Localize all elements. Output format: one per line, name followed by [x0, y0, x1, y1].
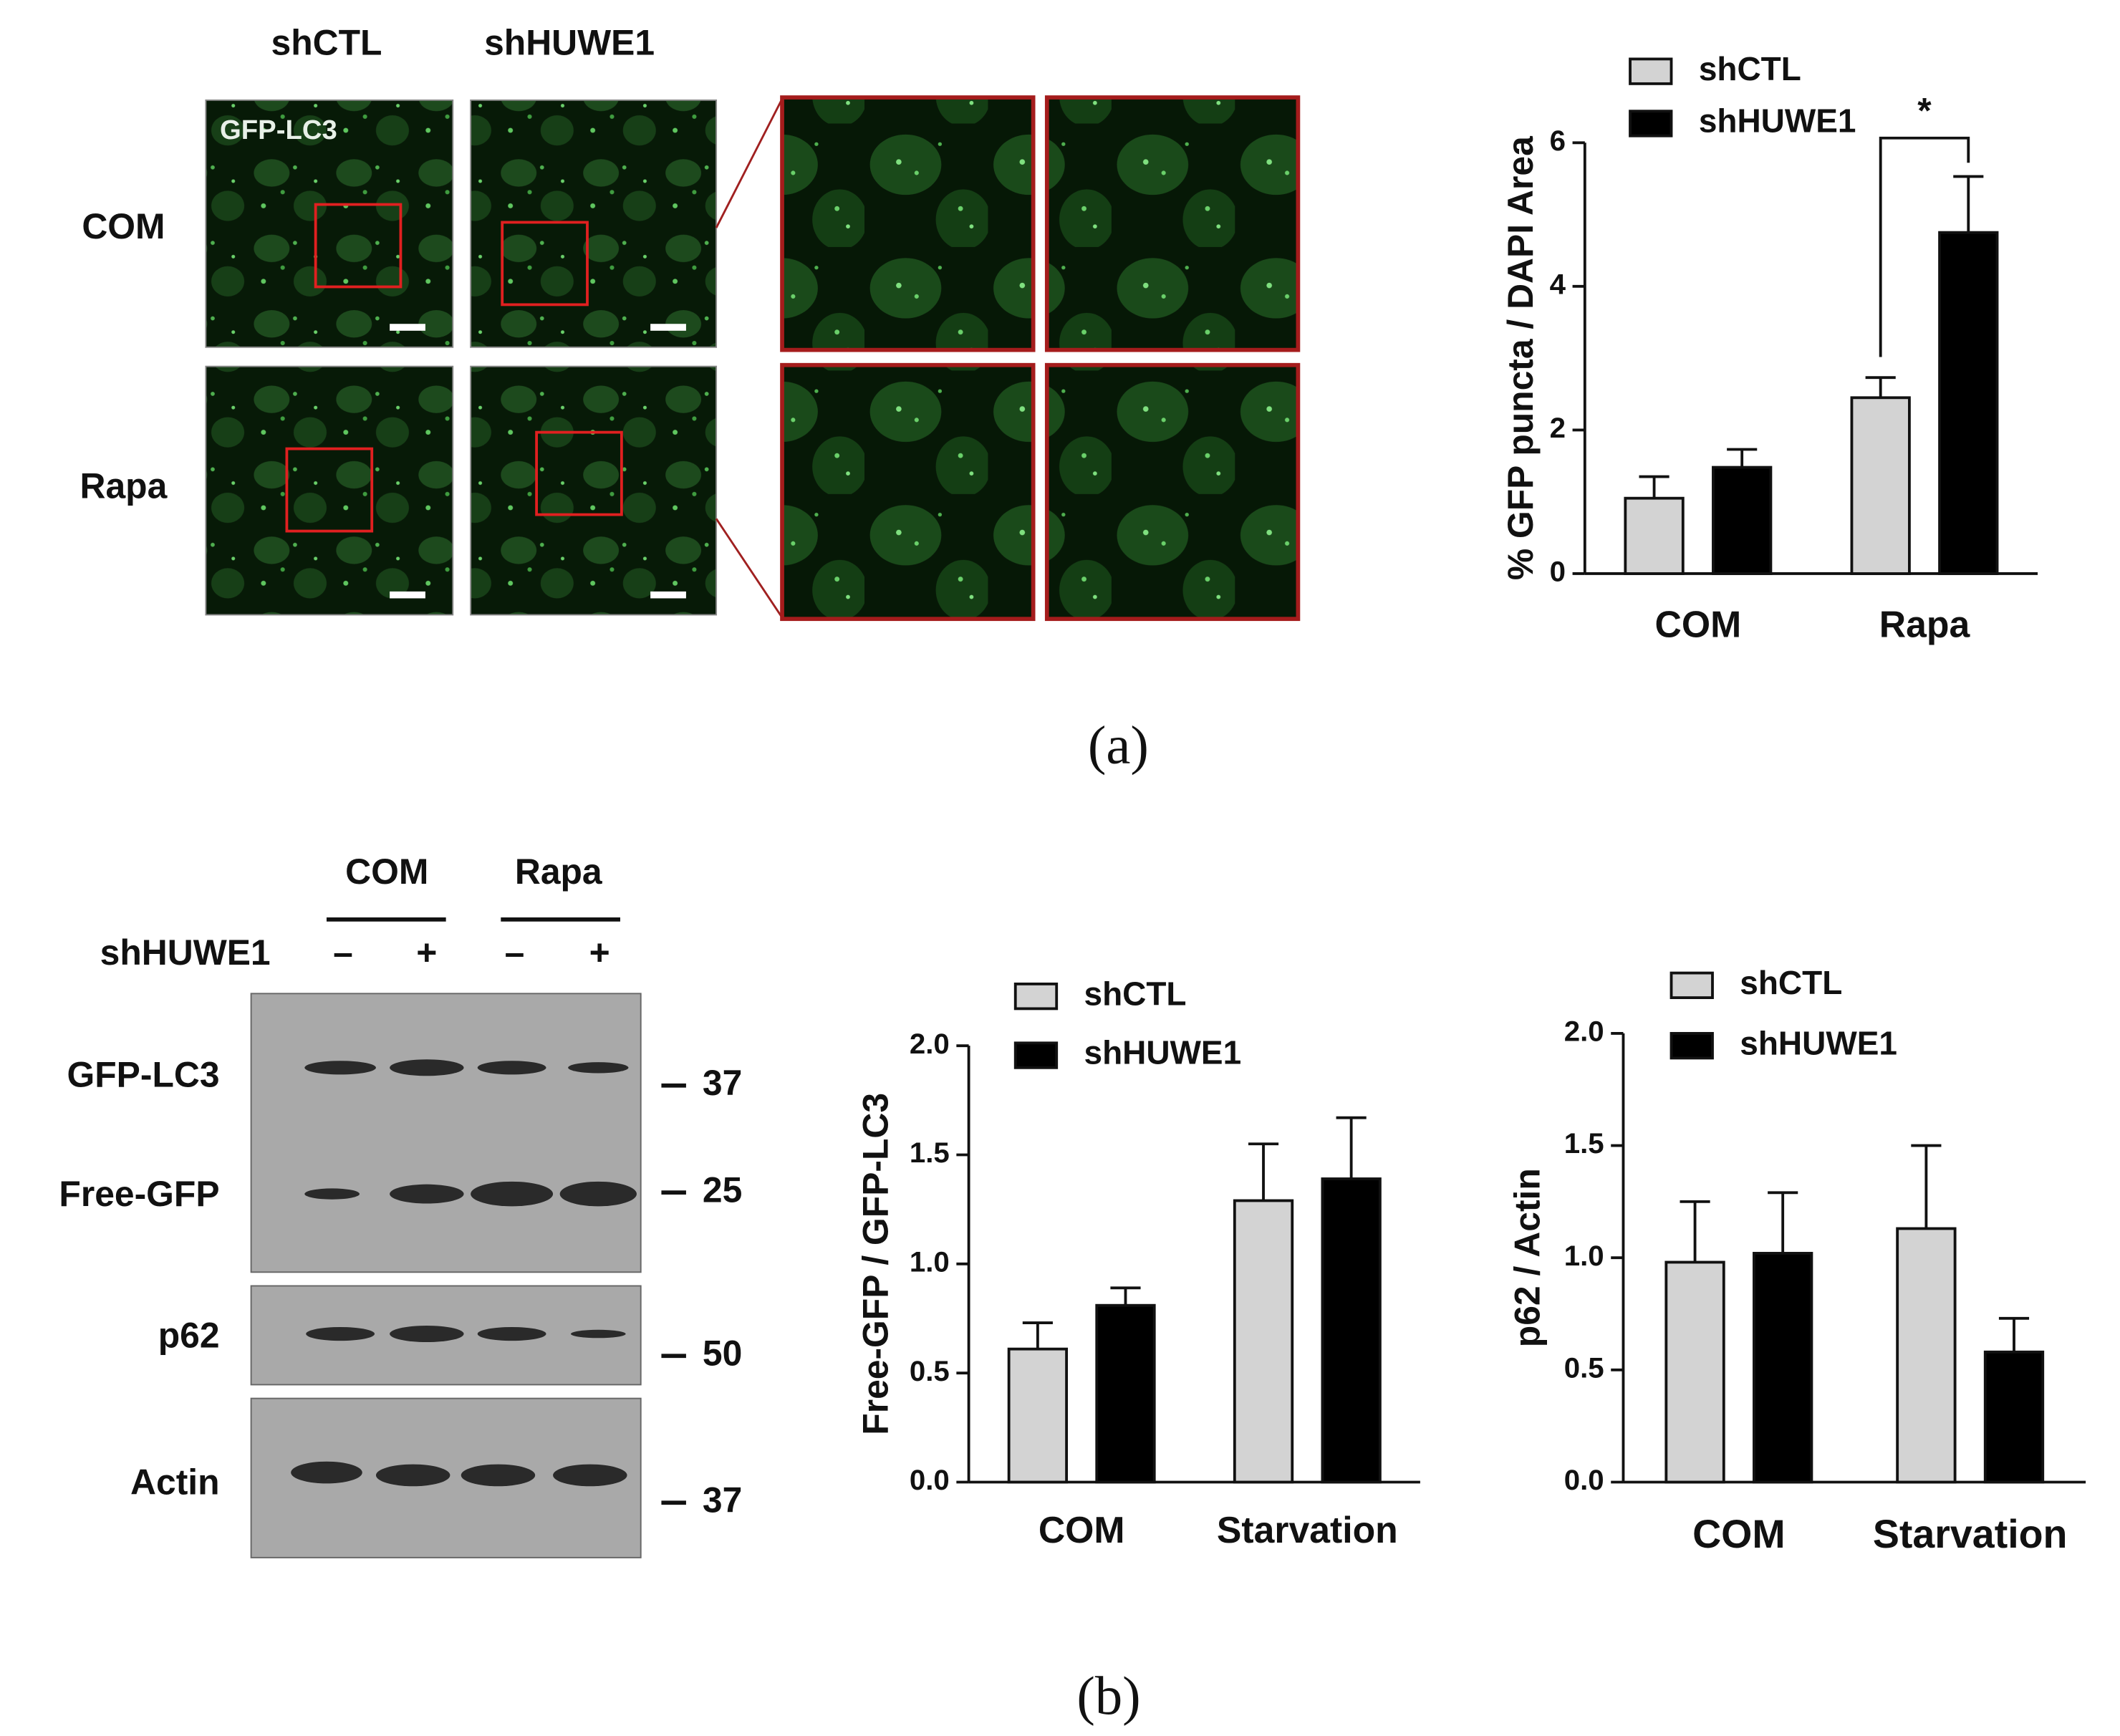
legend-label: shCTL — [1699, 50, 1801, 87]
zoom-panels — [780, 95, 1301, 622]
error-bar — [1639, 475, 1670, 498]
legend-label: shHUWE1 — [1740, 1024, 1897, 1061]
error-bar — [1865, 376, 1896, 398]
bar — [1624, 496, 1685, 575]
error-bar — [1248, 1142, 1279, 1201]
y-tick-label: 0.0 — [910, 1464, 950, 1496]
bands — [291, 1059, 637, 1487]
scale-bars — [390, 324, 686, 599]
legend-swatch — [1670, 971, 1714, 999]
sign: – — [333, 932, 353, 973]
legend-swatch — [1013, 983, 1059, 1011]
column-label: shHUWE1 — [484, 22, 655, 62]
column-label: shCTL — [271, 22, 382, 62]
y-tick-label: 1.0 — [910, 1245, 950, 1278]
group-label: Rapa — [515, 852, 603, 892]
band-label: GFP-LC3 — [67, 1054, 220, 1094]
western-blot: COM Rapa shHUWE1 – + – + GFP-LC3 Free-GF… — [59, 852, 742, 1558]
legend-swatch — [1629, 110, 1673, 138]
bar — [1712, 466, 1773, 575]
y-tick-label: 4 — [1550, 268, 1566, 300]
row-label: shHUWE1 — [100, 932, 271, 973]
error-bar — [1110, 1286, 1141, 1306]
y-axis-label: % GFP puncta / DAPI Area — [1500, 135, 1541, 580]
bar — [1321, 1177, 1382, 1484]
y-axis-label: Free-GFP / GFP-LC3 — [855, 1093, 895, 1435]
y-tick-label: 2 — [1550, 412, 1566, 444]
y-tick-label: 0.5 — [910, 1355, 950, 1387]
x-tick-label: Rapa — [1879, 603, 1971, 645]
bar — [1233, 1199, 1294, 1484]
x-tick-label: Starvation — [1217, 1509, 1398, 1551]
y-tick-label: 2.0 — [910, 1028, 950, 1060]
bar — [1983, 1350, 2045, 1484]
y-tick-label: 1.5 — [910, 1137, 950, 1169]
bar — [1753, 1252, 1813, 1484]
y-tick-label: 1.0 — [1564, 1240, 1604, 1272]
bar — [1850, 396, 1911, 575]
band-label: p62 — [158, 1315, 220, 1355]
error-bar — [1336, 1116, 1367, 1180]
sign: + — [416, 932, 437, 973]
significance-label: * — [1917, 90, 1932, 130]
image-panel — [205, 365, 454, 616]
x-tick-label: COM — [1039, 1509, 1125, 1551]
y-tick-label: 0 — [1550, 556, 1566, 588]
y-tick-label: 0.0 — [1564, 1464, 1604, 1496]
error-bar — [1998, 1316, 2030, 1352]
error-bar — [1768, 1191, 1798, 1253]
bar — [1896, 1227, 1957, 1484]
error-bar — [1022, 1321, 1053, 1349]
image-panel — [470, 365, 718, 616]
membrane — [250, 993, 642, 1273]
legend-swatch — [1629, 57, 1673, 85]
panel-caption: (a) — [1088, 715, 1149, 776]
marker-label: 50 — [703, 1333, 742, 1373]
error-bar — [1727, 448, 1758, 468]
marker-label: 25 — [703, 1170, 742, 1210]
legend-swatch — [1013, 1041, 1059, 1069]
error-bar — [1911, 1144, 1942, 1229]
y-tick-label: 6 — [1550, 125, 1566, 157]
x-tick-label: Starvation — [1873, 1512, 2068, 1556]
y-axis-label: p62 / Actin — [1507, 1168, 1547, 1347]
y-tick-label: 1.5 — [1564, 1127, 1604, 1159]
error-bar — [1680, 1200, 1710, 1263]
x-tick-label: COM — [1692, 1512, 1786, 1556]
significance-bracket — [1879, 136, 1970, 357]
stain-label: GFP-LC3 — [220, 115, 337, 145]
legend-label: shHUWE1 — [1084, 1034, 1242, 1071]
roi-boxes — [285, 203, 623, 533]
error-bar — [1953, 175, 1984, 233]
legend-label: shHUWE1 — [1699, 102, 1856, 140]
bar — [1007, 1347, 1069, 1484]
row-label: COM — [82, 206, 165, 246]
zoom-lines — [715, 98, 784, 619]
sign: – — [505, 932, 525, 973]
bar — [1095, 1303, 1156, 1484]
y-tick-label: 2.0 — [1564, 1016, 1604, 1048]
band-label: Actin — [130, 1462, 219, 1502]
legend-label: shCTL — [1740, 964, 1842, 1001]
group-label: COM — [345, 852, 428, 892]
marker-label: 37 — [703, 1480, 742, 1520]
legend-label: shCTL — [1084, 975, 1187, 1012]
marker-label: 37 — [703, 1063, 742, 1103]
row-label: Rapa — [80, 466, 168, 506]
panel-caption: (b) — [1076, 1666, 1140, 1727]
bar — [1664, 1260, 1725, 1484]
y-tick-label: 0.5 — [1564, 1351, 1604, 1384]
x-tick-label: COM — [1655, 603, 1742, 645]
band-label: Free-GFP — [59, 1174, 219, 1214]
microscopy: shCTL shHUWE1 COM Rapa GFP-LC3 — [80, 22, 1301, 622]
marker-ticks — [661, 1083, 686, 1505]
image-panel — [205, 99, 454, 348]
sign: + — [589, 932, 610, 973]
legend-swatch — [1670, 1031, 1714, 1060]
bar — [1938, 231, 1999, 575]
